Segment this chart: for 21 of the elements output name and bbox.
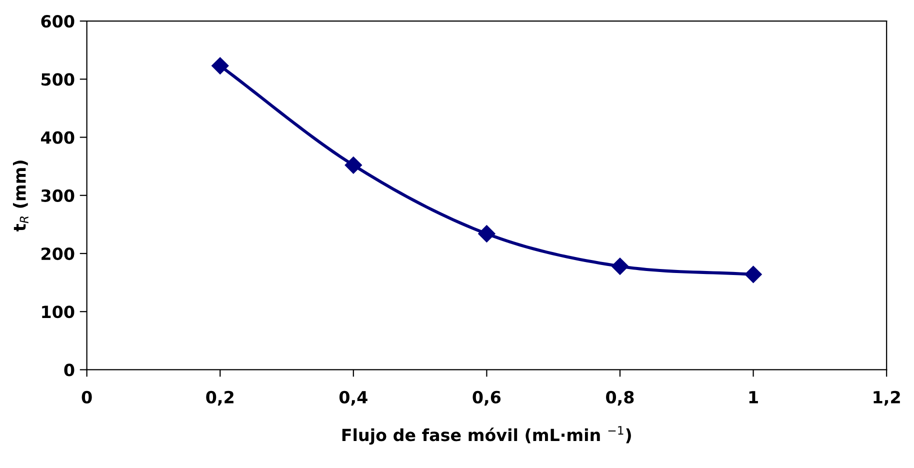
point: [212, 57, 229, 74]
x-tick-label: 0: [82, 390, 92, 404]
x-tick-label: 0,2: [206, 390, 234, 406]
x-axis-title: Flujo de fase móvil (mL·min $^{−1}$): [342, 426, 631, 445]
point: [611, 258, 629, 275]
x-tick-label: 0,6: [472, 390, 501, 406]
x-tick-label: 1,2: [874, 390, 900, 406]
y-tick-label: 500: [42, 73, 74, 86]
y-tick-label: 0: [64, 364, 74, 376]
y-tick-label: 400: [40, 131, 74, 144]
y-tick-label: 600: [41, 15, 74, 28]
x-tick-label: 0,8: [606, 390, 634, 406]
y-tick-label: 200: [42, 247, 74, 260]
y-tick-label: 100: [42, 306, 74, 318]
x-tick-label: 0,4: [339, 390, 368, 406]
point: [344, 156, 362, 174]
y-tick-label: 300: [41, 189, 74, 202]
point: [744, 266, 762, 283]
y-axis-title: t$_{R}$ (mm): [12, 160, 28, 232]
point: [478, 225, 496, 242]
x-tick-label: 1: [749, 391, 758, 404]
